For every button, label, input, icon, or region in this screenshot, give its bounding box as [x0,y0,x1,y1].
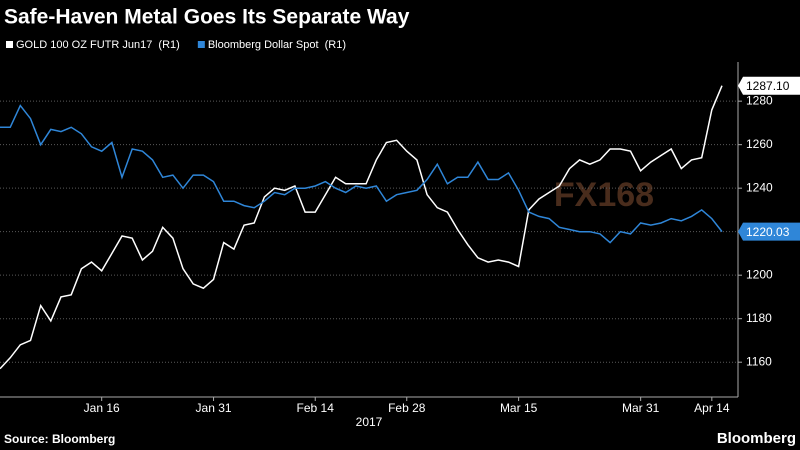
legend-swatch [197,41,205,48]
brand: Bloomberg [717,430,796,447]
y-tick-label: 1160 [746,354,772,368]
x-tick-label: Feb 14 [297,401,335,415]
watermark: FX168 [554,176,654,214]
y-tick-label: 1240 [746,180,773,194]
last-value-box [738,222,800,241]
x-tick-label: Mar 31 [622,401,660,415]
last-value-box [738,76,800,95]
legend-swatch [6,41,13,48]
y-tick-label: 1260 [746,137,773,151]
y-tick-label: 1280 [746,93,773,107]
x-tick-label: Apr 14 [694,401,730,415]
last-value-label: 1287.10 [746,79,790,93]
line-series [0,85,723,370]
chart-title: Safe-Haven Metal Goes Its Separate Way [4,6,410,29]
x-tick-label: Jan 31 [196,401,232,415]
source: Source: Bloomberg [4,432,115,446]
line-series [0,104,723,244]
legend-label: GOLD 100 OZ FUTR Jun17 (R1) [16,39,180,51]
legend-label: Bloomberg Dollar Spot (R1) [208,39,346,51]
x-tick-label: Feb 28 [388,401,426,415]
y-tick-label: 1200 [746,267,773,281]
y-tick-label: 1180 [746,311,772,325]
x-tick-label: Jan 16 [84,401,120,415]
x-tick-label: Mar 15 [500,401,538,415]
last-value-label: 1220.03 [746,225,790,239]
x-axis-label: 2017 [356,415,383,429]
